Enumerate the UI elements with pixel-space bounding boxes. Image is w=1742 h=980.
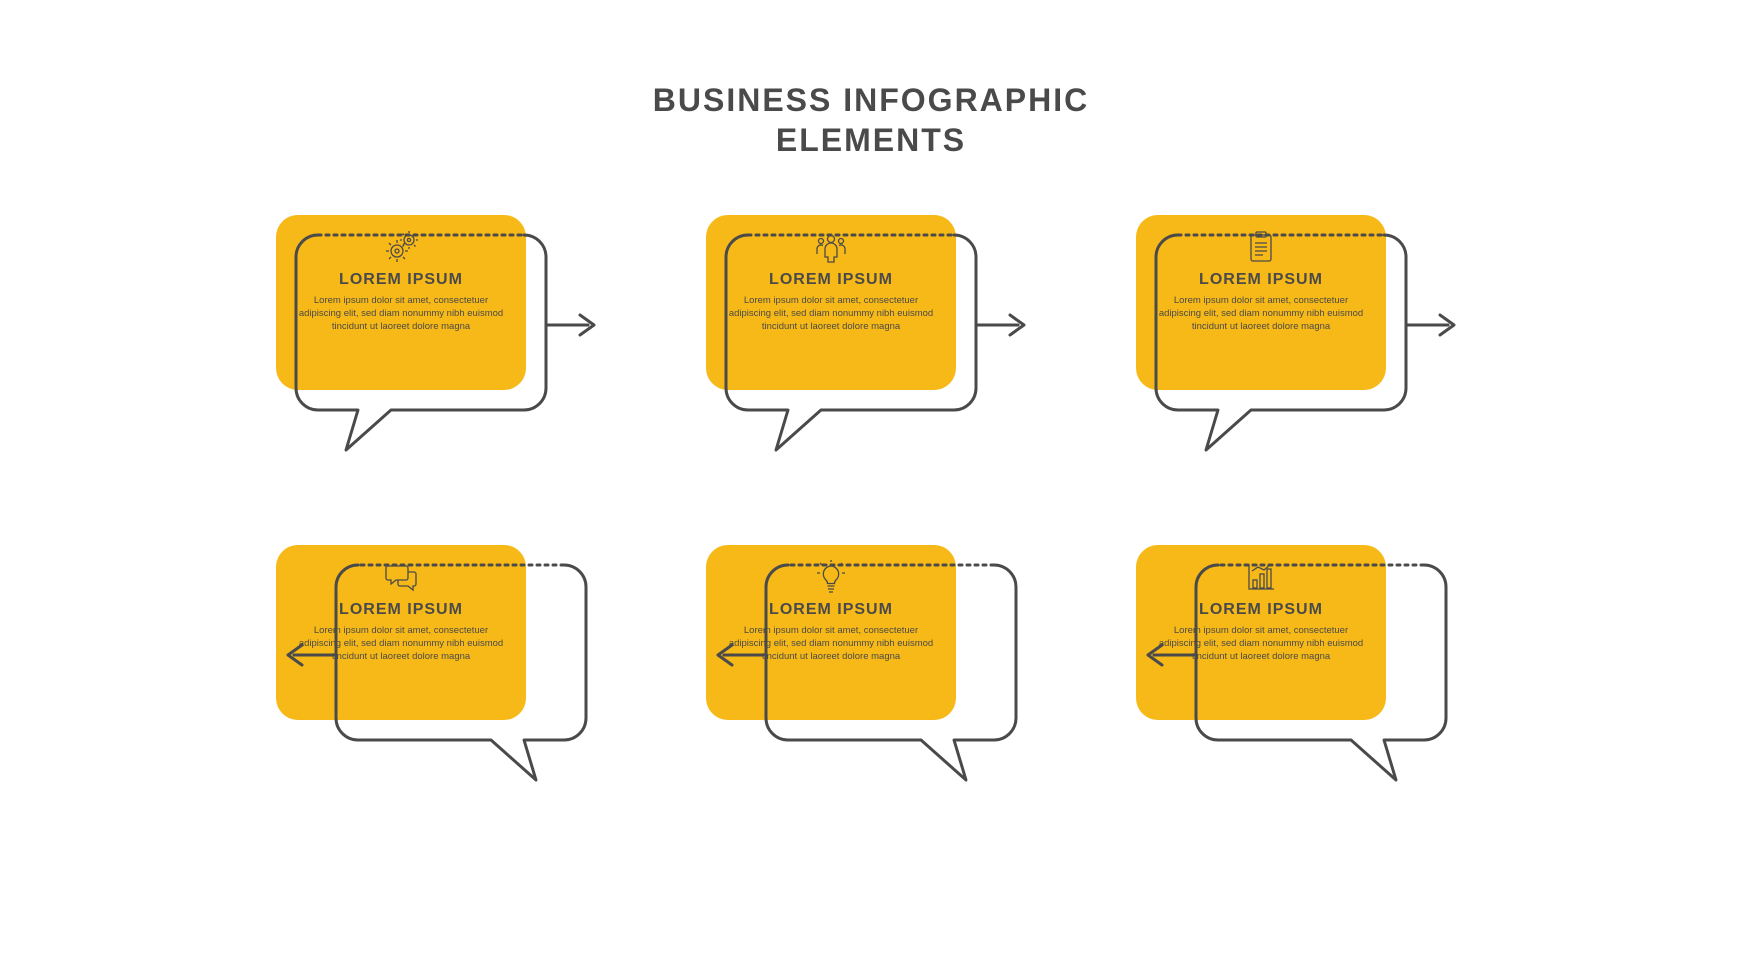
card-body: Lorem ipsum dolor sit amet, consectetuer… bbox=[296, 625, 506, 663]
card-title: LOREM IPSUM bbox=[1199, 271, 1323, 289]
card-box: LOREM IPSUM Lorem ipsum dolor sit amet, c… bbox=[706, 545, 956, 720]
page-title: BUSINESS INFOGRAPHIC ELEMENTS bbox=[653, 80, 1089, 160]
people-icon bbox=[814, 229, 848, 265]
card-box: LOREM IPSUM Lorem ipsum dolor sit amet, c… bbox=[706, 215, 956, 390]
card-4: LOREM IPSUM Lorem ipsum dolor sit amet, c… bbox=[276, 545, 606, 805]
card-6: LOREM IPSUM Lorem ipsum dolor sit amet, c… bbox=[1136, 545, 1466, 805]
card-5: LOREM IPSUM Lorem ipsum dolor sit amet, c… bbox=[706, 545, 1036, 805]
card-body: Lorem ipsum dolor sit amet, consectetuer… bbox=[296, 295, 506, 333]
card-box: LOREM IPSUM Lorem ipsum dolor sit amet, c… bbox=[276, 545, 526, 720]
title-line-2: ELEMENTS bbox=[776, 122, 966, 158]
title-line-1: BUSINESS INFOGRAPHIC bbox=[653, 82, 1089, 118]
card-title: LOREM IPSUM bbox=[769, 601, 893, 619]
card-body: Lorem ipsum dolor sit amet, consectetuer… bbox=[1156, 625, 1366, 663]
card-box: LOREM IPSUM Lorem ipsum dolor sit amet, c… bbox=[1136, 545, 1386, 720]
card-box: LOREM IPSUM Lorem ipsum dolor sit amet, c… bbox=[1136, 215, 1386, 390]
infographic-page: BUSINESS INFOGRAPHIC ELEMENTS LOREM IPSU… bbox=[0, 0, 1742, 980]
chart-icon bbox=[1244, 559, 1278, 595]
card-3: LOREM IPSUM Lorem ipsum dolor sit amet, c… bbox=[1136, 215, 1466, 475]
bulb-icon bbox=[814, 559, 848, 595]
card-title: LOREM IPSUM bbox=[1199, 601, 1323, 619]
card-1: LOREM IPSUM Lorem ipsum dolor sit amet, c… bbox=[276, 215, 606, 475]
card-title: LOREM IPSUM bbox=[339, 601, 463, 619]
card-body: Lorem ipsum dolor sit amet, consectetuer… bbox=[726, 295, 936, 333]
card-2: LOREM IPSUM Lorem ipsum dolor sit amet, c… bbox=[706, 215, 1036, 475]
card-title: LOREM IPSUM bbox=[769, 271, 893, 289]
chat-icon bbox=[384, 559, 418, 595]
clipboard-icon bbox=[1244, 229, 1278, 265]
card-body: Lorem ipsum dolor sit amet, consectetuer… bbox=[726, 625, 936, 663]
gears-icon bbox=[384, 229, 418, 265]
card-body: Lorem ipsum dolor sit amet, consectetuer… bbox=[1156, 295, 1366, 333]
cards-grid: LOREM IPSUM Lorem ipsum dolor sit amet, c… bbox=[276, 215, 1466, 805]
card-title: LOREM IPSUM bbox=[339, 271, 463, 289]
card-box: LOREM IPSUM Lorem ipsum dolor sit amet, c… bbox=[276, 215, 526, 390]
